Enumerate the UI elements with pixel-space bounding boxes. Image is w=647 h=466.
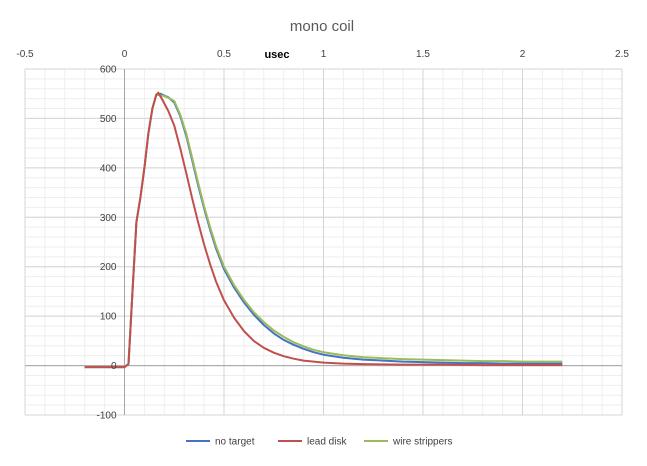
x-tick-label: 0.5 — [217, 49, 231, 60]
y-tick-label: 200 — [100, 262, 117, 273]
x-tick-label: 0 — [122, 49, 128, 60]
y-tick-label: 600 — [100, 65, 117, 76]
legend-entry: no target — [215, 437, 255, 448]
y-tick-label: 100 — [100, 312, 117, 323]
x-tick-label: 2.5 — [615, 49, 629, 60]
x-tick-label: 1 — [321, 49, 327, 60]
y-tick-label: -100 — [96, 411, 116, 422]
legend-entry: lead disk — [307, 437, 347, 448]
series-line-lead-disk — [84, 91, 563, 369]
y-tick-label: 400 — [100, 163, 117, 174]
chart-title: mono coil — [290, 18, 354, 35]
x-tick-labels: -0.5 0 0.5 1 1.5 2 2.5 — [16, 49, 629, 60]
legend: no target lead disk wire strippers — [186, 437, 452, 448]
legend-entry: wire strippers — [392, 437, 452, 448]
series-lines — [84, 91, 563, 369]
y-tick-label: 500 — [100, 114, 117, 125]
x-axis-label: usec — [264, 49, 289, 61]
x-tick-label: -0.5 — [16, 49, 34, 60]
y-tick-label: 0 — [111, 361, 117, 372]
x-tick-label: 2 — [520, 49, 526, 60]
y-tick-labels: -100 0 100 200 300 400 500 600 — [96, 65, 116, 422]
y-tick-label: 300 — [100, 213, 117, 224]
x-tick-label: 1.5 — [416, 49, 430, 60]
